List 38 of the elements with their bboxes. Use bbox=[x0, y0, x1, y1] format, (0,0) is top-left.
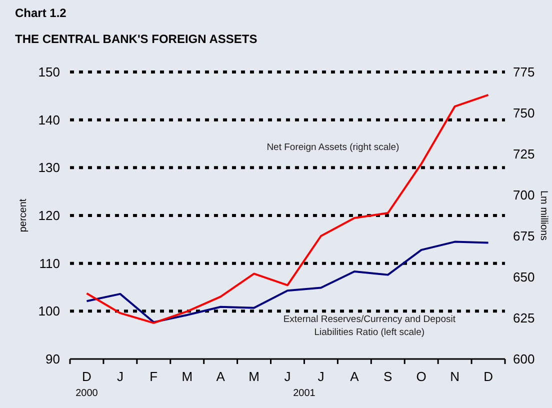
x-tick-label: J bbox=[318, 369, 324, 384]
y2-tick-label: 700 bbox=[513, 188, 535, 202]
x-tick-label: J bbox=[284, 369, 291, 384]
x-tick-label: D bbox=[484, 369, 493, 384]
x-tick-label: F bbox=[150, 369, 158, 384]
y-axis-title: percent bbox=[18, 198, 29, 232]
x-tick-label: S bbox=[384, 369, 393, 384]
y2-tick-label: 675 bbox=[513, 228, 535, 244]
text: Net Foreign Assets (right scale) bbox=[266, 142, 400, 153]
chart-subtitle: THE CENTRAL BANK'S FOREIGN ASSETS bbox=[15, 32, 258, 46]
y2-tick-label: 775 bbox=[513, 64, 535, 80]
y2-tick-label: 625 bbox=[513, 310, 535, 326]
y2-tick-label: 725 bbox=[513, 146, 535, 162]
x-tick-label: O bbox=[416, 369, 426, 384]
x-tick-label: A bbox=[350, 369, 360, 384]
y2-tick-label: 650 bbox=[513, 270, 535, 284]
y-tick-label: 90 bbox=[46, 352, 60, 366]
x-tick-label: M bbox=[248, 369, 260, 384]
y2-axis-title: Lm millions bbox=[538, 190, 549, 241]
text: 2000 bbox=[76, 388, 98, 399]
y-tick-label: 120 bbox=[38, 208, 60, 223]
line-series bbox=[86, 240, 490, 324]
x-tick-label: A bbox=[216, 369, 226, 384]
x-tick-label: M bbox=[182, 369, 193, 384]
y-tick-label: 150 bbox=[38, 64, 60, 80]
x-tick-label: D bbox=[82, 369, 92, 384]
x-tick-label: N bbox=[450, 369, 460, 384]
series-label: External Reserves/Currency and Deposit Liabilities Ratio (left scale) bbox=[283, 314, 456, 338]
y2-tick-label: 750 bbox=[513, 106, 535, 120]
y-tick-label: 100 bbox=[38, 304, 60, 319]
line-series bbox=[86, 94, 490, 324]
x-tick-label: J bbox=[116, 369, 124, 384]
y2-tick-label: 600 bbox=[513, 352, 535, 366]
y-tick-label: 140 bbox=[38, 112, 60, 128]
chart-title: Chart 1.2 bbox=[15, 6, 67, 20]
y-tick-label: 130 bbox=[38, 160, 60, 176]
y-tick-label: 110 bbox=[39, 256, 60, 271]
text: 2001 bbox=[293, 388, 316, 399]
